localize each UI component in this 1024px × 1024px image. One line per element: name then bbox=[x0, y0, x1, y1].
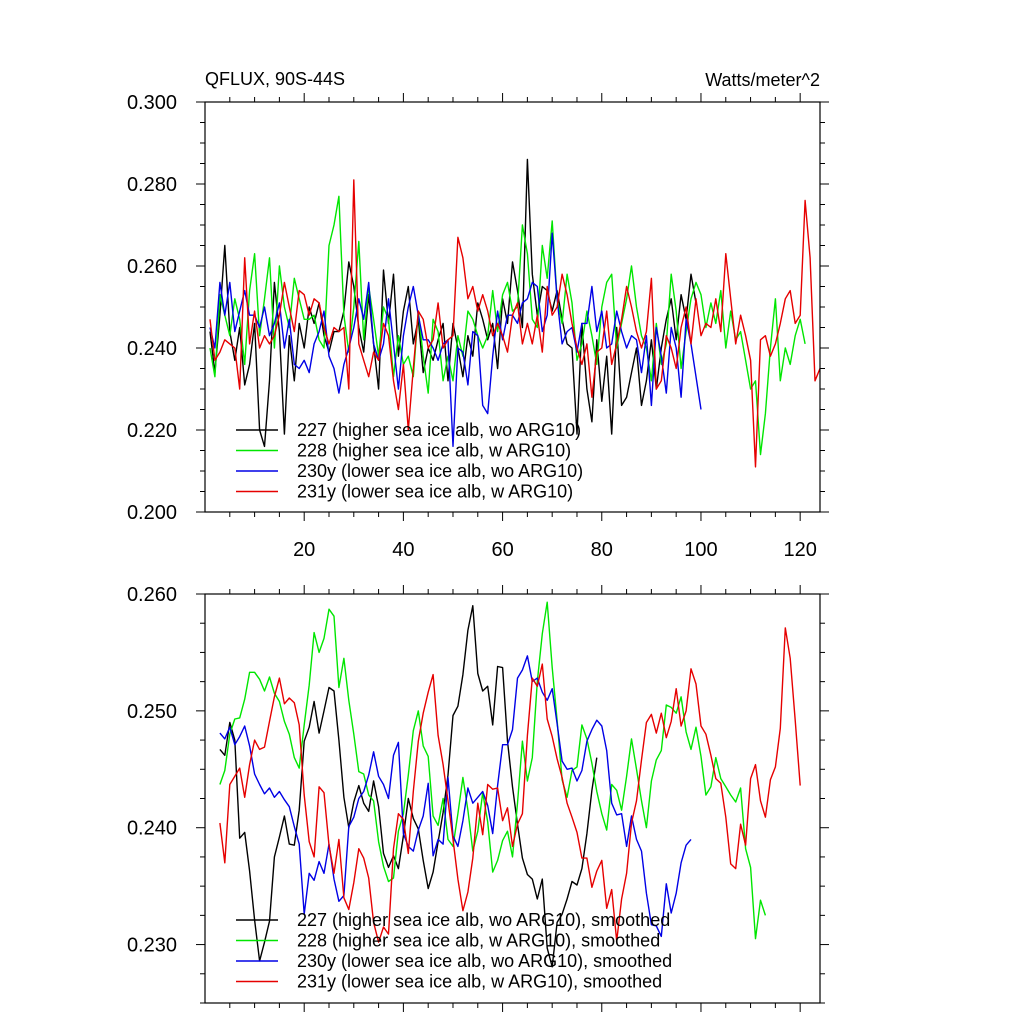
legend-label-1: 227 (higher sea ice alb, wo ARG10), smoo… bbox=[297, 910, 670, 930]
legend-label-4: 231y (lower sea ice alb, w ARG10) bbox=[297, 482, 573, 502]
legend-label-1: 227 (higher sea ice alb, wo ARG10) bbox=[297, 420, 581, 440]
legend-label-2: 228 (higher sea ice alb, w ARG10) bbox=[297, 441, 571, 461]
y-tick-label: 0.230 bbox=[127, 935, 177, 957]
top-chart-title: QFLUX, 90S-44S bbox=[205, 69, 345, 89]
series-line-2 bbox=[209, 195, 806, 456]
series-line-2 bbox=[219, 601, 767, 940]
y-tick-label: 0.300 bbox=[127, 92, 177, 114]
x-tick-label: 40 bbox=[392, 539, 414, 561]
y-tick-label: 0.240 bbox=[127, 818, 177, 840]
x-tick-label: 20 bbox=[293, 539, 315, 561]
y-tick-label: 0.260 bbox=[127, 584, 177, 606]
bottom-chart: 0.230 0.240 0.250 0.260 227 (higher sea ice … bbox=[127, 584, 829, 1012]
series-group bbox=[219, 601, 801, 968]
legend-label-3: 230y (lower sea ice alb, wo ARG10) bbox=[297, 461, 583, 481]
series-group bbox=[209, 158, 820, 468]
series-line-4 bbox=[219, 627, 801, 943]
y-tick-label: 0.280 bbox=[127, 174, 177, 196]
y-tick-label: 0.250 bbox=[127, 701, 177, 723]
x-tick-label: 120 bbox=[783, 539, 816, 561]
y-tick-label: 0.260 bbox=[127, 256, 177, 278]
top-chart: 0.200 0.220 0.240 0.260 0.280 0.300 20 40 60 80 10… bbox=[127, 92, 829, 561]
y-tick-label: 0.240 bbox=[127, 338, 177, 360]
x-tick-label: 80 bbox=[591, 539, 613, 561]
series-line-3 bbox=[219, 655, 692, 938]
x-tick-label: 60 bbox=[491, 539, 513, 561]
y-tick-label: 0.200 bbox=[127, 502, 177, 524]
series-line-3 bbox=[209, 232, 702, 448]
legend-label-2: 228 (higher sea ice alb, w ARG10), smoot… bbox=[297, 931, 660, 951]
y-tick-label: 0.220 bbox=[127, 420, 177, 442]
x-tick-label: 100 bbox=[684, 539, 717, 561]
series-line-1 bbox=[219, 605, 598, 968]
legend-label-4: 231y (lower sea ice alb, w ARG10), smoot… bbox=[297, 972, 662, 992]
top-chart-units: Watts/meter^2 bbox=[705, 70, 820, 90]
legend-label-3: 230y (lower sea ice alb, wo ARG10), smoo… bbox=[297, 951, 672, 971]
series-line-4 bbox=[209, 179, 820, 468]
